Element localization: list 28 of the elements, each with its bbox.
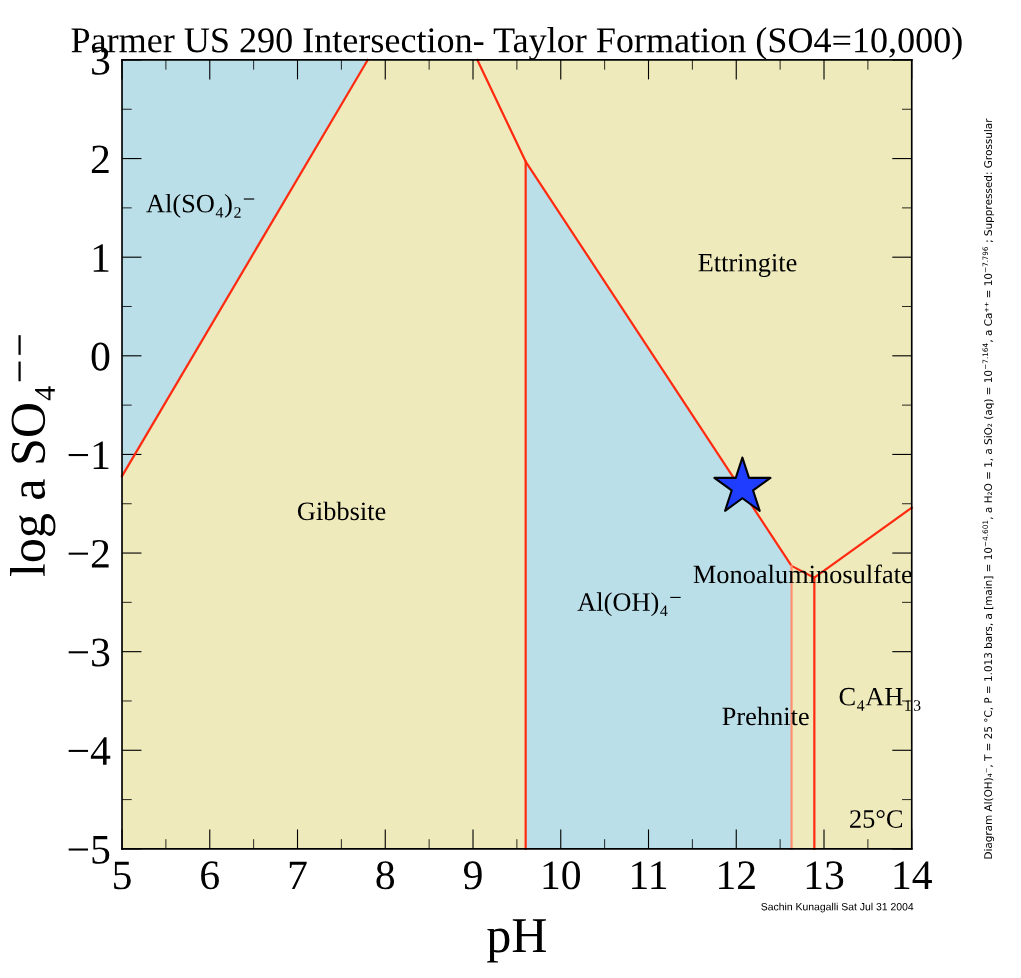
y-tick-label: −1: [68, 441, 109, 469]
annotation: Ettringite: [698, 253, 797, 278]
y-tick-label: −3: [68, 638, 110, 667]
x-tick-label: 5: [114, 861, 131, 890]
x-tick-label: 11: [632, 861, 667, 889]
annotation: Gibbsite: [297, 501, 386, 521]
x-tick-label: 6: [201, 861, 219, 890]
annotation: Al(SO₄)₂⁻: [146, 193, 255, 218]
x-axis-title: pH: [487, 919, 546, 963]
x-tick-label: 14: [894, 861, 932, 889]
y-tick-label: −4: [68, 737, 111, 765]
annotation: 25°C: [850, 810, 903, 828]
x-tick-label: 10: [543, 861, 580, 890]
y-tick-label: −5: [68, 836, 110, 864]
x-tick-label: 8: [376, 861, 395, 890]
annotation: Al(OH)₄⁻: [577, 592, 681, 617]
annotation: Prehnite: [722, 706, 809, 726]
y-tick-label: 2: [91, 145, 109, 174]
x-tick-label: 12: [719, 861, 755, 889]
x-tick-label: 7: [289, 861, 307, 889]
y-tick-label: 0: [91, 342, 110, 371]
x-tick-label: 13: [806, 861, 844, 890]
text: Sachin Kunagalli Sat Jul 31 2004: [761, 902, 914, 913]
y-tick-label: 1: [93, 244, 109, 272]
y-axis-title: log a SO₄⁻⁻: [9, 335, 56, 577]
x-tick-label: 9: [463, 861, 482, 890]
y-tick-label: −2: [68, 539, 109, 568]
text: Diagram Al(OH)₄⁻, T = 25 °C, P = 1.013 bars, a [main] = 10$^{−4.601}$, a H₂O = 1, a SiO₂ (aq) = 10$^{−7.164}$, a Ca⁺⁺ = 10$^{−7.796}$ ; Suppressed: Grossular: [982, 118, 995, 859]
